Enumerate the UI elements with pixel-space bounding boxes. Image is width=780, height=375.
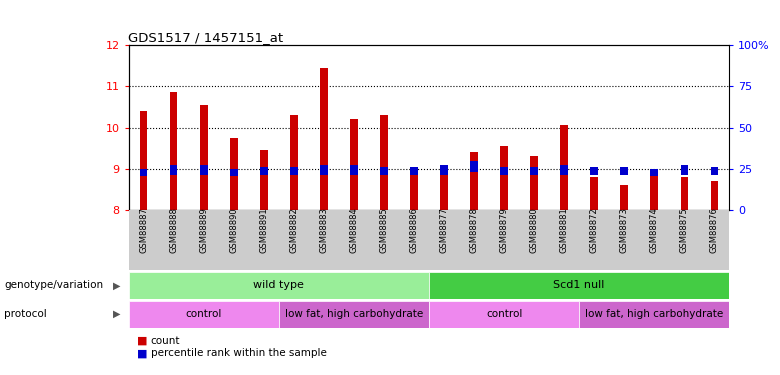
Bar — [350, 165, 358, 174]
Bar — [680, 165, 688, 174]
Text: ■: ■ — [136, 348, 147, 358]
Bar — [380, 167, 388, 176]
Bar — [290, 115, 298, 210]
Bar — [620, 167, 628, 176]
Text: control: control — [186, 309, 222, 319]
Bar — [530, 156, 538, 210]
Bar — [170, 165, 178, 174]
Bar — [170, 93, 178, 210]
Bar — [140, 169, 147, 176]
Bar — [230, 169, 238, 176]
Bar — [560, 125, 568, 210]
Text: ▶: ▶ — [113, 309, 121, 319]
Bar — [500, 167, 508, 176]
Bar — [279, 301, 429, 328]
Bar — [530, 167, 538, 176]
Text: wild type: wild type — [254, 280, 304, 290]
Text: protocol: protocol — [4, 309, 47, 319]
Text: low fat, high carbohydrate: low fat, high carbohydrate — [585, 309, 723, 319]
Bar — [680, 177, 688, 210]
Bar — [440, 166, 448, 210]
Bar — [129, 301, 279, 328]
Bar — [350, 119, 358, 210]
Bar — [129, 272, 429, 299]
Bar — [560, 165, 568, 174]
Bar — [429, 301, 579, 328]
Bar — [290, 167, 298, 176]
Bar — [620, 185, 628, 210]
Bar — [470, 152, 478, 210]
Bar — [590, 167, 598, 176]
Bar — [320, 165, 328, 174]
Text: ▶: ▶ — [113, 280, 121, 290]
Bar — [200, 105, 207, 210]
Text: GDS1517 / 1457151_at: GDS1517 / 1457151_at — [128, 31, 283, 44]
Bar — [440, 165, 448, 174]
Bar — [651, 169, 658, 176]
Bar — [590, 177, 598, 210]
Text: Scd1 null: Scd1 null — [554, 280, 604, 290]
Bar — [470, 160, 478, 172]
Text: genotype/variation: genotype/variation — [4, 280, 103, 290]
Bar — [260, 167, 268, 176]
Text: count: count — [151, 336, 180, 346]
Bar — [140, 111, 147, 210]
Bar — [580, 301, 729, 328]
Bar — [410, 167, 418, 176]
Bar — [410, 166, 418, 210]
Text: percentile rank within the sample: percentile rank within the sample — [151, 348, 326, 358]
Bar — [380, 115, 388, 210]
Bar — [651, 173, 658, 210]
Bar — [200, 165, 207, 174]
Text: ■: ■ — [136, 336, 147, 346]
Bar — [230, 138, 238, 210]
Bar — [500, 146, 508, 210]
Bar — [320, 68, 328, 210]
Text: low fat, high carbohydrate: low fat, high carbohydrate — [285, 309, 423, 319]
Bar — [711, 181, 718, 210]
Bar — [429, 272, 729, 299]
Text: control: control — [486, 309, 523, 319]
Bar — [260, 150, 268, 210]
Bar — [711, 167, 718, 176]
